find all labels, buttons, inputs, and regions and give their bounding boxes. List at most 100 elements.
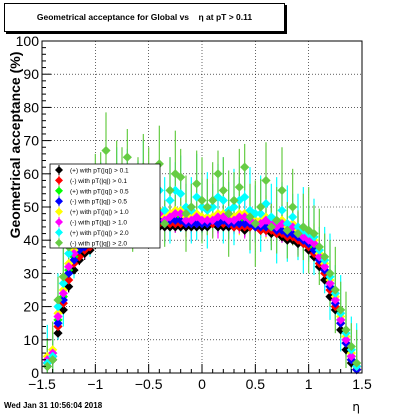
- data-point: [250, 219, 260, 229]
- data-point: [58, 278, 68, 288]
- data-point: [288, 212, 298, 222]
- data-point: [234, 212, 244, 222]
- data-point: [304, 235, 314, 245]
- data-point: [160, 205, 170, 215]
- chart-title: Geometrical acceptance for Global vs η a…: [36, 12, 253, 22]
- data-point: [256, 209, 266, 219]
- legend-label: (+) with pT(|q|) > 0.1: [70, 168, 129, 175]
- data-point: [352, 358, 362, 368]
- y-axis-label: Geometrical acceptance (%): [7, 52, 23, 239]
- data-point: [42, 361, 52, 371]
- legend-label: (+) with pT(|q|) > 1.0: [70, 209, 129, 216]
- data-point: [192, 179, 202, 189]
- data-point: [282, 225, 292, 235]
- data-point: [58, 272, 68, 282]
- y-tick-label: 30: [23, 265, 39, 281]
- data-point: [261, 175, 271, 186]
- legend: (+) with pT(|q|) > 0.1 (-) with pT(|q|) >…: [49, 163, 161, 249]
- data-point: [53, 311, 63, 322]
- data-point: [176, 189, 186, 199]
- data-point: [293, 228, 303, 239]
- data-point: [320, 262, 330, 272]
- data-point: [234, 182, 244, 192]
- data-point: [202, 215, 212, 225]
- x-tick-label: 0: [198, 376, 206, 392]
- x-tick-label: 0.5: [246, 376, 266, 392]
- data-point: [218, 185, 228, 195]
- data-point: [224, 209, 234, 219]
- data-point: [266, 222, 276, 232]
- data-point: [165, 185, 175, 195]
- data-point: [101, 145, 111, 156]
- axes: −1.5 −1 −0.5 0 0.5 1 1.5 0 10 20 30 40 50 60 70 80 90 100: [16, 33, 372, 392]
- data-point: [314, 242, 324, 252]
- data-point: [218, 195, 228, 205]
- data-point: [213, 212, 223, 222]
- data-point: [181, 209, 191, 219]
- y-tick-label: 10: [23, 332, 39, 348]
- data-point: [53, 302, 63, 312]
- legend-box: [49, 163, 161, 249]
- data-point: [336, 325, 346, 335]
- y-tick-label: 0: [31, 365, 39, 381]
- data-point: [53, 295, 63, 305]
- data-point: [213, 169, 223, 179]
- x-axis-label: η: [352, 400, 360, 414]
- data-point: [208, 195, 218, 205]
- data-point: [320, 252, 330, 262]
- data-point: [176, 172, 186, 182]
- y-tick-label: 20: [23, 299, 39, 315]
- data-point: [53, 328, 63, 338]
- data-point: [197, 215, 207, 225]
- data-point: [64, 268, 74, 278]
- data-point: [229, 202, 239, 212]
- data-point: [181, 215, 191, 225]
- data-point: [325, 278, 335, 288]
- data-point: [64, 275, 74, 285]
- x-tick-label: 1.5: [352, 376, 372, 392]
- y-tick-label: 100: [16, 33, 40, 49]
- data-point: [346, 341, 356, 352]
- data-point: [256, 202, 266, 212]
- data-point: [272, 222, 282, 232]
- data-point: [288, 202, 298, 212]
- timestamp: Wed Jan 31 10:56:04 2018: [4, 401, 103, 410]
- data-point: [170, 209, 180, 219]
- data-point: [277, 185, 287, 195]
- data-point: [122, 152, 132, 162]
- legend-label: (+) with pT(|q|) > 0.5: [70, 188, 129, 195]
- data-point: [341, 335, 351, 345]
- data-point: [240, 192, 250, 202]
- data-point: [202, 202, 212, 212]
- y-tick-label: 90: [23, 66, 39, 82]
- legend-label: (-) with pT(|q|) > 0.5: [70, 199, 127, 206]
- data-point: [256, 219, 266, 229]
- data-point: [341, 325, 351, 335]
- y-tick-label: 80: [23, 99, 39, 115]
- data-point: [224, 215, 234, 225]
- data-point: [336, 315, 346, 325]
- data-point: [165, 195, 175, 205]
- data-point: [176, 209, 186, 219]
- x-tick-label: −1: [87, 376, 103, 392]
- data-point: [208, 202, 218, 212]
- data-point: [330, 285, 340, 295]
- data-point: [314, 252, 324, 262]
- data-point: [320, 275, 330, 285]
- x-tick-label: −1.5: [28, 376, 56, 392]
- data-point: [240, 162, 250, 172]
- data-point: [186, 202, 196, 212]
- y-tick-label: 70: [23, 133, 39, 149]
- data-point: [309, 228, 319, 239]
- data-point: [53, 318, 63, 328]
- data-point: [160, 219, 170, 229]
- data-point: [282, 219, 292, 229]
- data-point: [325, 268, 335, 278]
- x-tick-label: −0.5: [135, 376, 163, 392]
- data-point: [48, 355, 58, 365]
- data-point: [229, 195, 239, 205]
- data-point: [304, 225, 314, 235]
- data-point: [58, 295, 68, 305]
- legend-label: (-) with pT(|q|) > 2.0: [70, 240, 127, 247]
